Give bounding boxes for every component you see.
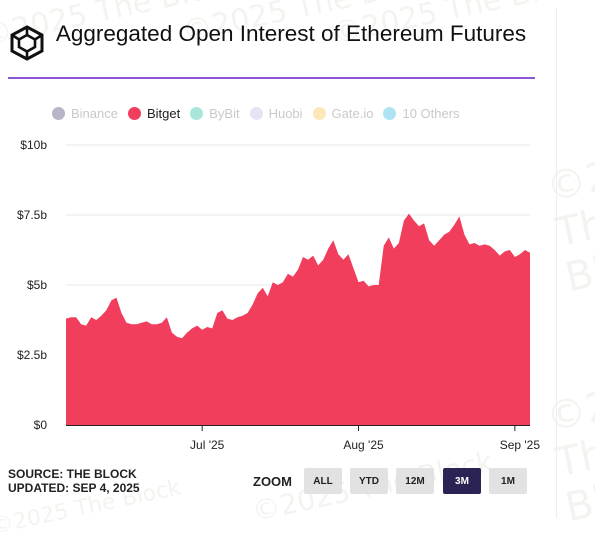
legend-swatch [383,107,396,120]
y-tick-label: $2.5b [17,348,47,362]
y-tick-label: $5b [27,278,47,292]
legend-label: 10 Others [402,106,459,121]
watermark-text: ©2025 The Block [542,137,595,301]
watermark-text: ©2025 The Block [542,367,595,531]
legend-item-bitget[interactable]: Bitget [128,106,180,121]
zoom-button-ytd[interactable]: YTD [350,468,388,494]
chart-legend: Binance Bitget ByBit Huobi Gate.io 10 Others [52,104,470,122]
series-area-bitget [66,214,530,425]
legend-swatch [250,107,263,120]
legend-label: ByBit [209,106,239,121]
chart-title: Aggregated Open Interest of Ethereum Fut… [48,20,534,48]
legend-swatch [190,107,203,120]
x-tick-label: Jul '25 [190,438,225,452]
updated-label: UPDATED: SEP 4, 2025 [8,481,140,495]
y-tick-label: $0 [34,418,48,432]
y-tick-label: $7.5b [17,208,47,222]
zoom-button-3m[interactable]: 3M [443,468,481,494]
legend-item-10-others[interactable]: 10 Others [383,106,459,121]
area-chart: $0 $2.5b $5b $7.5b $10b Jul '25 Aug '25 Sep '25 [0,130,545,460]
legend-label: Binance [71,106,118,121]
zoom-button-all[interactable]: ALL [304,468,342,494]
legend-item-bybit[interactable]: ByBit [190,106,239,121]
legend-swatch [52,107,65,120]
zoom-button-1m[interactable]: 1M [489,468,527,494]
legend-label: Bitget [147,106,180,121]
side-panel-edge [556,8,557,518]
legend-item-huobi[interactable]: Huobi [250,106,303,121]
source-label: SOURCE: THE BLOCK [8,467,140,481]
legend-item-binance[interactable]: Binance [52,106,118,121]
the-block-cube-logo [9,25,45,61]
legend-label: Gate.io [332,106,374,121]
x-tick-label: Aug '25 [343,438,384,452]
zoom-label: ZOOM [253,474,292,489]
legend-label: Huobi [269,106,303,121]
title-divider [8,77,535,79]
legend-swatch [128,107,141,120]
legend-swatch [313,107,326,120]
source-info: SOURCE: THE BLOCK UPDATED: SEP 4, 2025 [8,467,140,495]
zoom-button-12m[interactable]: 12M [396,468,434,494]
x-tick-label: Sep '25 [500,438,541,452]
y-tick-label: $10b [20,138,47,152]
legend-item-gate-io[interactable]: Gate.io [313,106,374,121]
